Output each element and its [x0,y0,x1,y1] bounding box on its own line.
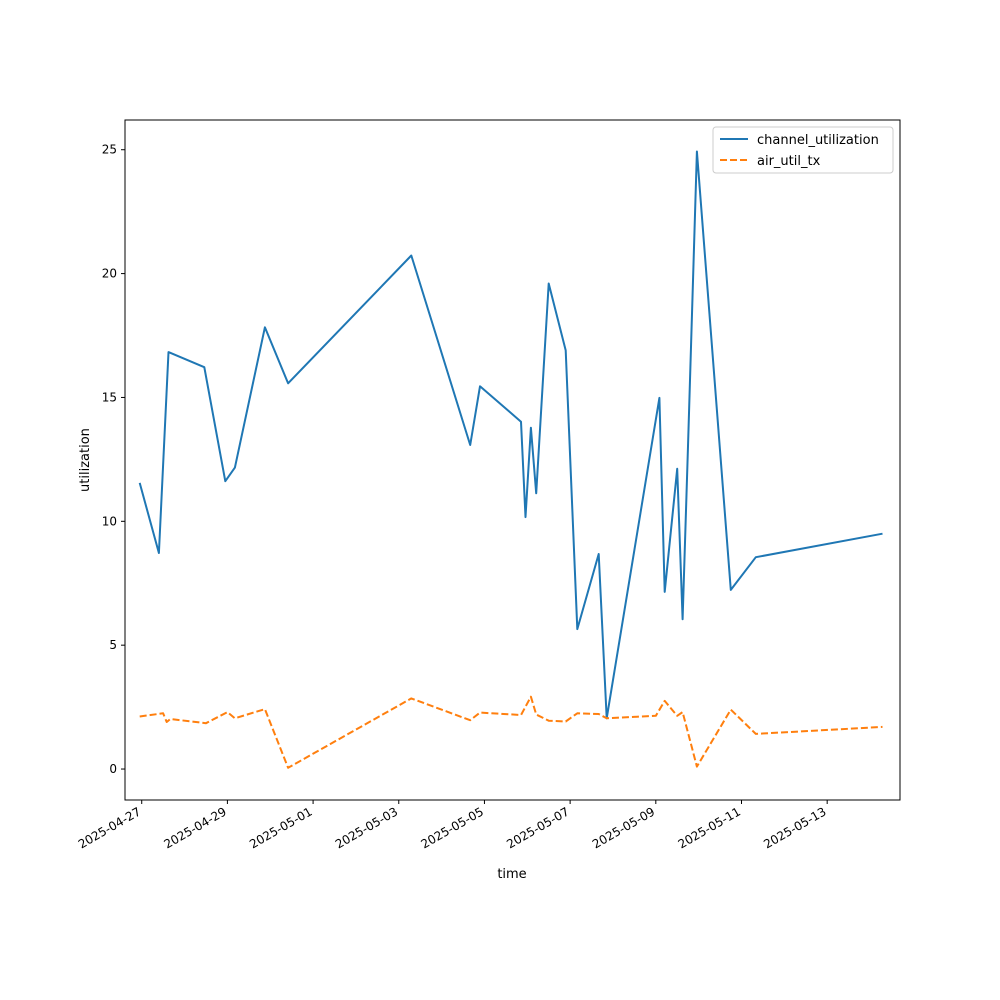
y-tick-label: 25 [102,143,117,157]
y-axis: 0 5 10 15 20 25 [102,143,125,776]
y-tick-label: 10 [102,514,117,528]
y-tick-label: 20 [102,267,117,281]
y-tick-label: 0 [109,762,117,776]
legend-box [712,126,894,174]
series-layer [138,150,883,769]
x-axis-label: time [497,867,526,882]
legend-entry: air_util_tx [757,154,821,169]
y-tick-label: 15 [102,390,117,404]
y-axis-label: utilization [78,428,93,492]
series-line-channel-utilization [138,150,883,720]
plot-frame [124,119,901,801]
y-tick-label: 5 [109,638,117,652]
series-line-air-util-tx [139,695,883,769]
legend: channel_utilization air_util_tx [712,126,894,174]
legend-entry: channel_utilization [757,133,879,148]
